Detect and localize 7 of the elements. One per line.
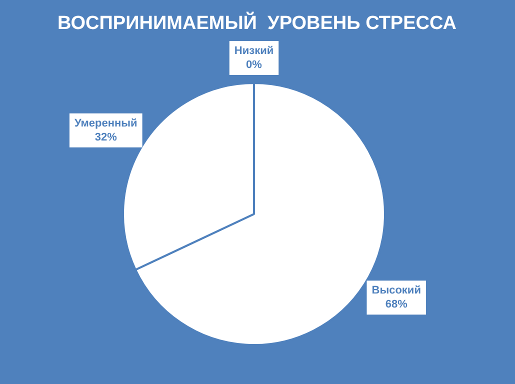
slice-label: Умеренный bbox=[74, 117, 138, 130]
chart-title: ВОСПРИНИМАЕМЫЙ УРОВЕНЬ СТРЕССА bbox=[58, 11, 457, 34]
data-label: 68% bbox=[385, 298, 408, 311]
slice-label: Высокий bbox=[372, 284, 421, 297]
text: 0% bbox=[246, 59, 262, 72]
category-label: Низкий bbox=[234, 45, 274, 58]
data-label: 32% bbox=[94, 131, 118, 144]
